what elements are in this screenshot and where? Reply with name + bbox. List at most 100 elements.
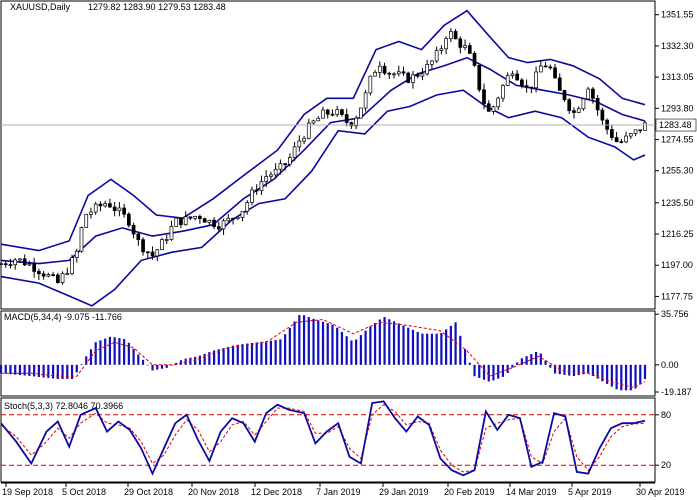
- candle-body: [548, 66, 553, 69]
- macd-bar: [577, 364, 580, 376]
- candle-body: [444, 38, 448, 50]
- candle-body: [553, 67, 557, 79]
- macd-bar: [411, 329, 415, 365]
- candle-body: [231, 217, 235, 220]
- macd-bar: [544, 360, 547, 365]
- macd-bar: [141, 359, 145, 365]
- candle-body: [401, 71, 406, 74]
- macd-bar: [520, 358, 523, 365]
- macd-bar: [269, 340, 273, 365]
- macd-bar: [383, 317, 386, 365]
- stoch-signal-line: [0, 404, 646, 473]
- macd-bar: [326, 323, 329, 365]
- candle-body: [193, 215, 197, 219]
- candle-body: [415, 74, 420, 77]
- macd-bar: [445, 329, 448, 365]
- macd-bar: [279, 339, 282, 365]
- macd-bar: [497, 364, 500, 379]
- price-tick-label: 1177.75: [661, 291, 693, 301]
- candle-body: [643, 122, 647, 131]
- candle-body: [117, 207, 122, 212]
- candle-body: [600, 109, 605, 121]
- macd-bar: [516, 362, 519, 365]
- macd-bar: [459, 335, 462, 365]
- macd-bar: [33, 364, 36, 377]
- macd-bar: [222, 348, 225, 365]
- macd-bar: [430, 333, 434, 365]
- candle-body: [463, 45, 467, 48]
- candle-body: [179, 217, 183, 226]
- candle-body: [273, 168, 278, 176]
- candle-body: [221, 220, 226, 230]
- candle-body: [112, 206, 117, 212]
- candle-body: [131, 224, 136, 235]
- candle-body: [572, 110, 576, 113]
- macd-bar: [643, 364, 647, 379]
- macd-bar: [369, 326, 372, 365]
- stoch-tick-label: 20: [661, 460, 671, 470]
- macd-axis: 35.756 0.00 -19.187: [655, 309, 692, 397]
- macd-bar: [511, 364, 514, 368]
- candle-body: [368, 75, 373, 94]
- time-tick-label: 5 Oct 2018: [62, 487, 106, 497]
- macd-bar: [615, 364, 618, 390]
- candle-body: [458, 38, 463, 48]
- candle-body: [359, 107, 363, 119]
- macd-bar: [80, 364, 83, 365]
- candle-body: [595, 97, 600, 111]
- time-tick-label: 14 Mar 2019: [506, 487, 557, 497]
- macd-bar: [151, 364, 154, 371]
- candle-body: [60, 273, 65, 283]
- macd-bar: [156, 364, 159, 370]
- macd-bar: [397, 323, 400, 365]
- candle-body: [425, 64, 430, 75]
- time-tick-label: 5 Apr 2019: [568, 487, 612, 497]
- candle-body: [321, 109, 325, 119]
- macd-bar: [610, 364, 613, 387]
- price-panel-title: XAUUSD,Daily: [10, 2, 71, 12]
- candlesticks: [0, 28, 647, 285]
- macd-bar: [0, 364, 3, 374]
- macd-bar: [18, 364, 22, 376]
- candle-body: [84, 214, 89, 228]
- candle-body: [93, 203, 98, 213]
- macd-tick-label: -19.187: [661, 387, 692, 397]
- candle-body: [420, 73, 425, 77]
- macd-bar: [426, 333, 429, 365]
- macd-bar: [94, 342, 97, 365]
- time-tick-label: 20 Nov 2018: [188, 487, 239, 497]
- stoch-main-line: [0, 400, 646, 477]
- candle-body: [406, 72, 411, 83]
- bollinger-bands: [0, 9, 646, 307]
- candle-body: [505, 75, 510, 86]
- macd-histogram: [0, 315, 647, 391]
- macd-bar: [198, 355, 201, 365]
- price-tick-label: 1293.80: [661, 103, 694, 113]
- panel-frame-2: [0, 397, 656, 483]
- candle-body: [567, 99, 572, 112]
- candle-body: [562, 90, 567, 101]
- macd-bar: [568, 364, 571, 376]
- macd-bar: [274, 340, 277, 365]
- macd-bar: [501, 364, 505, 377]
- candle-body: [46, 274, 51, 277]
- candle-body: [74, 250, 79, 258]
- candle-body: [557, 77, 562, 91]
- candle-body: [520, 79, 524, 87]
- candle-body: [37, 271, 41, 275]
- candle-body: [145, 251, 150, 254]
- candle-body: [411, 74, 415, 83]
- macd-bar: [364, 330, 367, 365]
- bollinger-upper-line: [0, 9, 646, 252]
- candle-body: [633, 129, 638, 134]
- candle-body: [344, 114, 349, 123]
- macd-tick-label: 0.00: [661, 360, 679, 370]
- candle-body: [150, 251, 155, 257]
- price-tick-label: 1351.55: [661, 10, 694, 20]
- candle-body: [70, 257, 74, 274]
- candle-body: [235, 217, 240, 220]
- candle-body: [41, 273, 46, 277]
- candle-body: [586, 88, 591, 100]
- macd-bar: [345, 336, 348, 365]
